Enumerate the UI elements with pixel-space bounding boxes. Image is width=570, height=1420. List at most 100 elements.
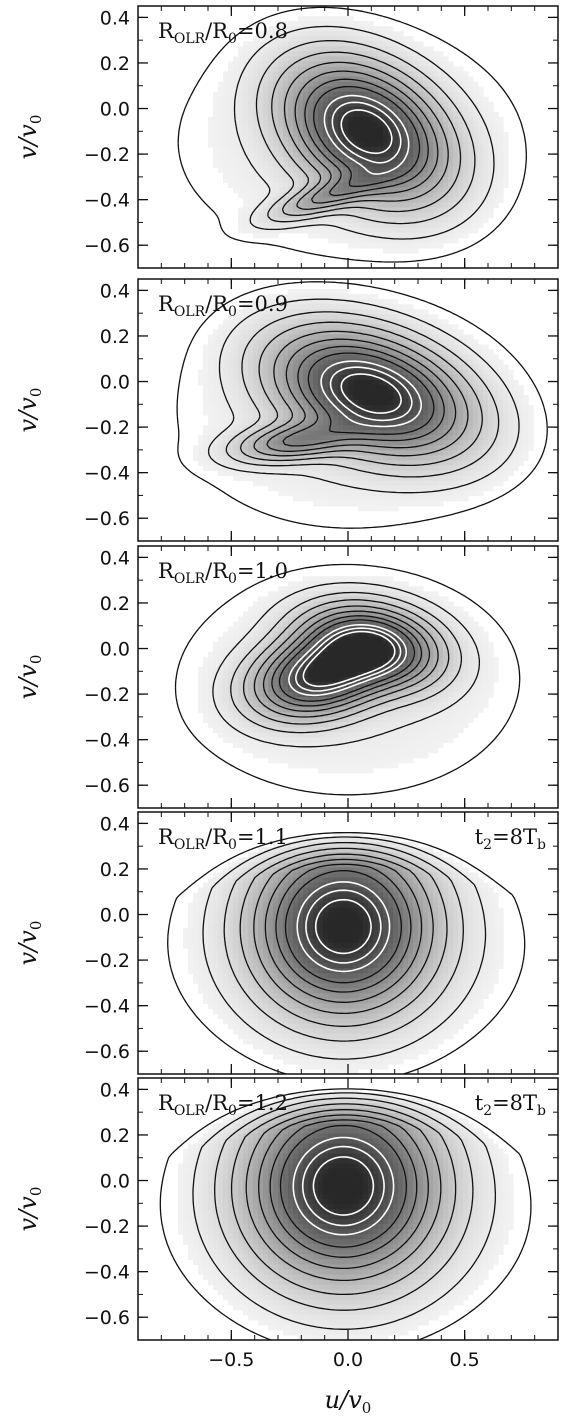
contour-line [258,1114,429,1270]
y-tick-label: 0.4 [100,1079,130,1101]
contour-line [320,360,422,428]
contour-line [271,615,423,707]
contour-line [207,298,520,494]
panel-1: 0.4 0.2 0.0 −0.2 −0.4 −0.6 v/v0 ROLR/R0=0.8 [14,5,559,269]
contour-line [174,563,521,796]
panel-ratio-label: ROLR/R0=1.1 [158,825,288,853]
y-axis-title: v/v0 [14,115,45,160]
contour-line [239,321,483,467]
contour-lines [159,1088,532,1340]
y-tick-label: 0.4 [100,7,130,29]
panel-4: 0.4 0.2 0.0 −0.2 −0.4 −0.6 v/v0 ROLR/R0=1.1 t2=8… [14,811,559,1075]
y-tick-label: −0.4 [84,1262,130,1284]
contour-line [313,85,421,188]
y-tick-label: −0.4 [84,190,130,212]
x-tick-label: 0.0 [333,1349,363,1371]
contour-lines [176,281,548,529]
contour-line [340,109,393,155]
contour-line [269,1119,418,1258]
contour-line [242,599,450,725]
contour-line [294,70,439,204]
contour-line [255,39,476,225]
density-shading [208,16,509,254]
y-tick-label: 0.2 [100,593,130,615]
y-tick-label: 0.4 [100,547,130,569]
contour-line [340,373,402,414]
contour-line [279,1124,407,1248]
contour-lines [167,831,526,1074]
panel-ratio-label: ROLR/R0=1.0 [158,559,288,587]
y-tick-label: 0.0 [100,639,130,661]
panel-ratio-label: ROLR/R0=0.8 [158,19,288,47]
contour-line [230,591,463,734]
panels: 0.40.20.0−0.2−0.4−0.6v/v0ROLR/R0=0.80.40… [14,5,559,1371]
y-tick-label: −0.2 [84,684,130,706]
y-tick-label: −0.2 [84,950,130,972]
y-axis-title: v/v0 [14,1187,45,1232]
contour-line [223,841,464,1042]
panel-5: 0.4 0.2 0.0 −0.2 −0.4 −0.6 v/v0 ROLR/R0=1.2 t2=8… [14,1077,559,1371]
panel-3: 0.4 0.2 0.0 −0.2 −0.4 −0.6 v/v0 ROLR/R0=1.0 [14,545,559,809]
contour-line [295,627,402,692]
y-tick-label: −0.4 [84,996,130,1018]
contour-line [305,889,382,964]
contour-line [245,1109,442,1282]
contour-line [253,853,434,1015]
contour-line [282,345,445,447]
contour-line [192,1092,497,1330]
y-axis-title: v/v0 [14,655,45,700]
contour-line [177,6,527,263]
contour-line [233,25,495,240]
contour-lines [177,6,527,263]
contour-line [230,1103,457,1296]
y-tick-label: −0.6 [84,508,130,530]
contour-line [253,330,469,457]
contour-line [239,847,448,1027]
contour-line [314,898,372,955]
panel-time-label: t2=8Tb [475,1091,546,1119]
contour-line [329,366,413,422]
contour-line [271,51,462,217]
contour-lines [174,563,521,796]
contour-line [283,61,449,210]
y-tick-label: −0.6 [84,775,130,797]
y-tick-label: −0.2 [84,1216,130,1238]
y-tick-label: 0.2 [100,326,130,348]
x-tick-label: 0.5 [450,1349,480,1371]
y-tick-label: −0.4 [84,463,130,485]
y-tick-label: 0.0 [100,372,130,394]
density-shading [178,1088,514,1340]
contour-line [301,1145,385,1227]
y-tick-label: 0.4 [100,280,130,302]
contour-line [288,624,408,697]
contour-line [253,605,439,718]
y-tick-label: −0.2 [84,144,130,166]
y-tick-label: 0.0 [100,1171,130,1193]
contour-line [275,863,412,993]
panel-ratio-label: ROLR/R0=1.2 [158,1091,288,1119]
contour-line [159,1088,532,1340]
contour-line [212,582,481,748]
contour-line [278,619,416,702]
contour-line [296,881,391,973]
y-tick-label: 0.2 [100,1125,130,1147]
contour-line [323,94,410,175]
y-axis-title: v/v0 [14,921,45,966]
panel-ratio-label: ROLR/R0=0.9 [158,292,288,320]
panel-time-label: t2=8Tb [475,825,546,853]
y-tick-label: 0.2 [100,53,130,75]
y-tick-label: 0.4 [100,813,130,835]
contour-line [167,831,526,1074]
y-tick-label: −0.4 [84,730,130,752]
contour-line [264,858,423,1003]
panel-2: 0.4 0.2 0.0 −0.2 −0.4 −0.6 v/v0 ROLR/R0=0.9 [14,278,559,542]
y-tick-label: −0.6 [84,1041,130,1063]
contour-line [312,1156,375,1216]
contour-line [266,338,457,452]
contour-line [284,870,402,984]
contour-line [331,101,402,164]
contour-line [202,836,487,1060]
y-tick-label: 0.0 [100,905,130,927]
y-tick-label: 0.2 [100,859,130,881]
